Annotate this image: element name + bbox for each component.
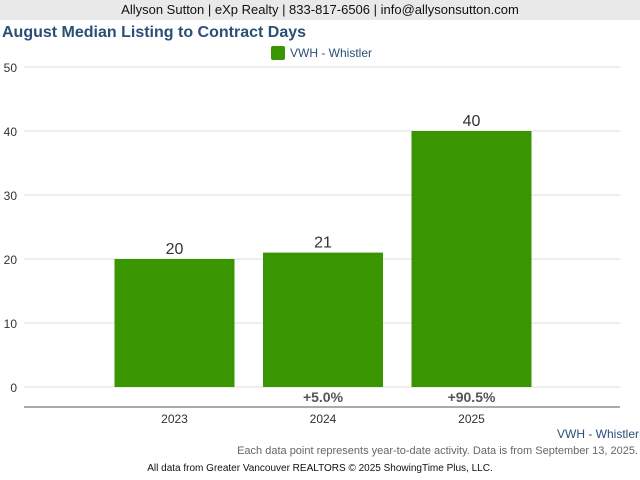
chart-title: August Median Listing to Contract Days	[2, 24, 307, 41]
y-tick-label: 50	[4, 61, 18, 75]
bar-value-label: 21	[314, 235, 332, 252]
chart-legend: VWH - Whistler	[271, 45, 372, 61]
bar-value-label: 40	[463, 113, 481, 130]
data-note: Each data point represents year-to-date …	[237, 445, 638, 457]
legend-label: VWH - Whistler	[290, 46, 372, 60]
bar-value-label: 20	[166, 241, 184, 258]
source-credit: All data from Greater Vancouver REALTORS…	[147, 463, 493, 474]
change-label: +5.0%	[303, 389, 344, 405]
contact-header: Allyson Sutton | eXp Realty | 833-817-65…	[0, 0, 640, 20]
change-label: +90.5%	[448, 389, 496, 405]
market-label: VWH - Whistler	[557, 427, 639, 441]
legend-swatch	[271, 46, 285, 60]
y-tick-label: 20	[4, 253, 18, 267]
x-tick-label: 2023	[161, 412, 188, 426]
bar	[263, 252, 383, 387]
y-tick-label: 10	[4, 317, 18, 331]
y-tick-label: 40	[4, 125, 18, 139]
bar	[411, 131, 532, 387]
y-tick-label: 0	[10, 381, 17, 395]
x-tick-label: 2025	[458, 412, 485, 426]
y-tick-label: 30	[4, 189, 18, 203]
x-tick-label: 2024	[310, 412, 337, 426]
bar	[114, 259, 235, 387]
